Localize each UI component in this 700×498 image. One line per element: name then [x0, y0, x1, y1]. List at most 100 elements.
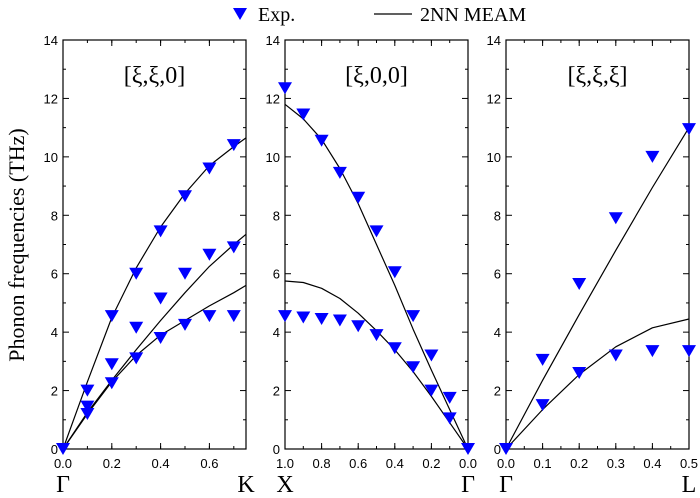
exp-data-point	[129, 267, 144, 280]
plot-frame	[505, 39, 690, 450]
exp-data-point	[56, 443, 70, 455]
exp-data-point	[104, 310, 119, 323]
exp-data-point	[80, 384, 95, 397]
y-tick-label: 0	[273, 442, 280, 457]
end-point-label: Γ	[461, 472, 475, 498]
exp-data-point	[296, 108, 311, 121]
start-point-label: Γ	[56, 472, 70, 498]
exp-data-point	[153, 292, 168, 305]
x-tick-label: 0.4	[643, 456, 661, 471]
y-tick-label: 10	[487, 150, 501, 165]
exp-data-point	[129, 352, 144, 365]
exp-data-point	[80, 407, 95, 420]
y-tick-label: 6	[273, 267, 280, 282]
y-tick-label: 14	[44, 33, 58, 48]
y-tick-label: 6	[51, 267, 58, 282]
exp-data-point	[572, 277, 587, 290]
exp-data-point	[535, 353, 550, 366]
x-tick-label: 0.4	[386, 456, 404, 471]
x-tick-label: 0.6	[200, 456, 218, 471]
y-tick-label: 8	[51, 208, 58, 223]
exp-data-point	[314, 134, 329, 147]
exp-data-point	[226, 241, 241, 254]
y-tick-label: 14	[266, 33, 280, 48]
exp-data-point	[572, 367, 587, 380]
y-tick-label: 4	[494, 325, 501, 340]
exp-data-point	[682, 345, 696, 358]
exp-data-point	[424, 384, 439, 397]
exp-data-point	[682, 123, 696, 136]
model-curve	[284, 103, 469, 450]
y-tick-label: 8	[273, 208, 280, 223]
exp-data-point	[278, 82, 292, 95]
exp-data-point	[424, 349, 439, 362]
exp-data-point	[406, 361, 421, 374]
exp-data-point	[178, 318, 192, 331]
model-curve	[505, 127, 690, 450]
model-curve	[62, 284, 247, 450]
legend-exp-marker	[233, 8, 247, 20]
x-tick-label: 0.8	[313, 456, 331, 471]
x-tick-label: 0.2	[570, 456, 588, 471]
exp-data-point	[129, 321, 144, 334]
exp-data-point	[608, 212, 623, 225]
y-tick-label: 2	[51, 384, 58, 399]
exp-data-point	[387, 266, 402, 279]
exp-data-point	[153, 331, 168, 344]
exp-data-point	[608, 349, 623, 362]
exp-data-point	[153, 225, 168, 238]
y-tick-label: 4	[273, 325, 280, 340]
y-axis-label: Phonon frequencies (THz)	[4, 128, 29, 361]
y-tick-label: 4	[51, 325, 58, 340]
exp-data-point	[178, 267, 192, 280]
exp-data-point	[202, 248, 217, 261]
exp-data-point	[202, 310, 217, 323]
exp-data-point	[104, 377, 119, 390]
panel-title: [ξ,ξ,ξ]	[567, 63, 627, 89]
x-tick-label: 0.6	[349, 456, 367, 471]
exp-data-point	[278, 310, 292, 323]
model-curve	[62, 233, 247, 450]
exp-data-point	[406, 310, 421, 323]
panel-title: [ξ,ξ,0]	[124, 63, 185, 89]
exp-data-point	[332, 314, 347, 327]
exp-data-point	[80, 400, 95, 413]
exp-data-point	[202, 162, 217, 175]
y-tick-label: 12	[44, 91, 58, 106]
exp-data-point	[442, 391, 457, 404]
y-tick-label: 0	[494, 442, 501, 457]
x-tick-label: 0.0	[497, 456, 515, 471]
x-tick-label: 0.3	[607, 456, 625, 471]
exp-data-point	[226, 310, 241, 323]
start-point-label: Γ	[499, 472, 513, 498]
y-tick-label: 10	[266, 150, 280, 165]
exp-data-point	[369, 225, 384, 238]
exp-data-point	[461, 443, 475, 455]
model-curve	[284, 280, 469, 450]
exp-data-point	[499, 443, 513, 455]
panel-title: [ξ,0,0]	[345, 63, 408, 89]
exp-data-point	[387, 342, 402, 355]
y-tick-label: 14	[487, 33, 501, 48]
y-tick-label: 10	[44, 150, 58, 165]
exp-data-point	[351, 320, 366, 333]
exp-data-point	[442, 412, 457, 425]
model-curve	[505, 318, 690, 450]
exp-data-point	[645, 150, 660, 163]
x-tick-label: 0.1	[534, 456, 552, 471]
x-tick-label: 0.2	[422, 456, 440, 471]
x-tick-label: 0.4	[152, 456, 170, 471]
panel-1: 0 2 4 6 8 10 12 14 0.0 0.2 0.4 0.6 Γ K [ξ,ξ,0]	[44, 33, 256, 498]
y-tick-label: 6	[494, 267, 501, 282]
x-tick-label: 0.2	[103, 456, 121, 471]
exp-data-point	[314, 312, 329, 325]
x-tick-label: 0.0	[54, 456, 72, 471]
x-tick-label: 1.0	[276, 456, 294, 471]
end-point-label: K	[237, 472, 255, 498]
x-tick-label: 0.5	[680, 456, 698, 471]
legend-exp-label: Exp.	[258, 4, 295, 26]
exp-data-point	[104, 358, 119, 371]
exp-data-point	[178, 190, 192, 203]
legend-model-label: 2NN MEAM	[420, 4, 526, 26]
